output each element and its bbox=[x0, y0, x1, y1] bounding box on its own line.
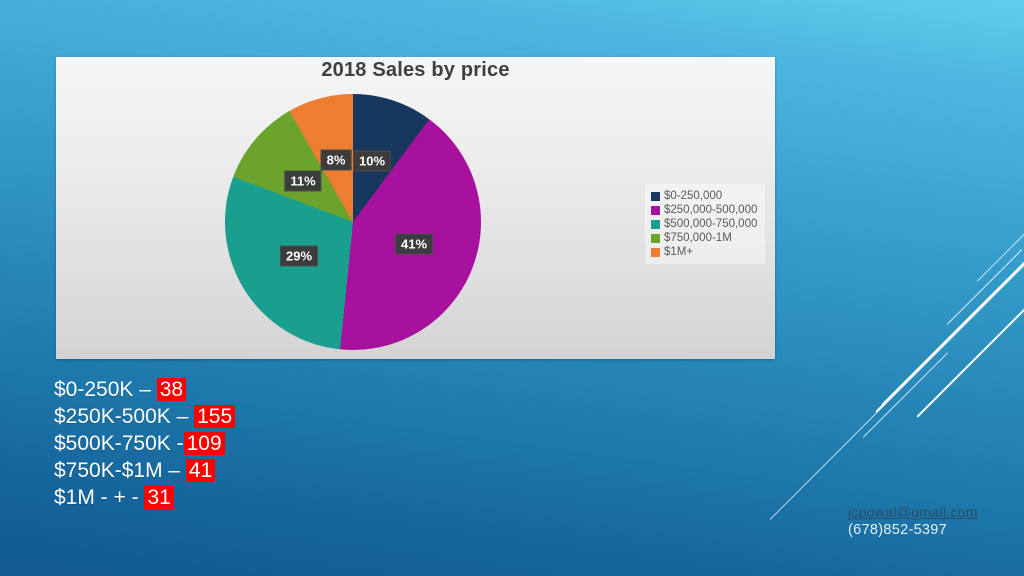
pie-label-500k-750k: 29% bbox=[279, 245, 319, 267]
pie-label-250k-500k: 41% bbox=[394, 233, 434, 255]
pie-chart bbox=[225, 94, 481, 350]
sales-count-annotations: $0-250K – 38 $250K-500K – 155 $500K-750K… bbox=[54, 376, 236, 511]
annotation-label: $500K-750K - bbox=[54, 432, 184, 455]
legend-swatch bbox=[651, 247, 660, 257]
legend-label: $250,000-500,000 bbox=[664, 204, 758, 216]
legend-item-750k-1m: $750,000-1M bbox=[651, 231, 757, 245]
annotation-label: $0-250K – bbox=[54, 378, 157, 401]
chart-legend: $0-250,000 $250,000-500,000 $500,000-750… bbox=[645, 184, 766, 264]
annotation-line-250k-500k: $250K-500K – 155 bbox=[54, 403, 236, 430]
annotation-line-1m-plus: $1M - + - 31 bbox=[54, 484, 235, 511]
annotation-line-0-250k: $0-250K – 38 bbox=[54, 376, 235, 403]
pie-label-1m-plus: 8% bbox=[320, 149, 352, 171]
email-link[interactable]: jcpowal@gmail.com bbox=[848, 504, 978, 520]
annotation-value-highlight: 31 bbox=[144, 486, 174, 509]
annotation-line-750k-1m: $750K-$1M – 41 bbox=[54, 457, 235, 484]
diagonal-line bbox=[946, 249, 1023, 325]
diagonal-line bbox=[875, 227, 1024, 413]
annotation-label: $750K-$1M – bbox=[54, 459, 186, 482]
annotation-line-500k-750k: $500K-750K -109 bbox=[54, 430, 235, 457]
pie-label-750k-1m: 11% bbox=[284, 170, 322, 192]
diagonal-line bbox=[881, 234, 1024, 406]
legend-label: $0-250,000 bbox=[664, 190, 723, 202]
annotation-value-highlight: 38 bbox=[156, 378, 187, 401]
diagonal-line bbox=[769, 263, 1024, 520]
diagonal-line bbox=[889, 290, 997, 397]
annotation-label: $1M - + - bbox=[54, 486, 145, 509]
phone-number: (678)852-5397 bbox=[848, 522, 948, 538]
annotation-value-highlight: 41 bbox=[185, 459, 216, 482]
diagonal-line bbox=[976, 231, 1024, 282]
chart-panel: 2018 Sales by price 10% 41% 29% 11% 8% $… bbox=[56, 57, 775, 359]
annotation-label: $250K-500K – bbox=[54, 405, 195, 428]
contact-block: jcpowal@gmail.com (678)852-5397 bbox=[848, 503, 978, 539]
diagonal-line bbox=[862, 352, 949, 438]
legend-swatch bbox=[651, 191, 660, 201]
pie-label-0-250k: 10% bbox=[352, 150, 392, 172]
legend-item-500k-750k: $500,000-750,000 bbox=[651, 217, 757, 231]
diagonal-line bbox=[916, 306, 1024, 418]
annotation-value-highlight: 109 bbox=[183, 432, 225, 455]
legend-label: $1M+ bbox=[664, 246, 694, 258]
legend-item-1m-plus: $1M+ bbox=[651, 245, 757, 259]
legend-swatch bbox=[651, 233, 660, 243]
annotation-value-highlight: 155 bbox=[194, 405, 236, 428]
legend-label: $500,000-750,000 bbox=[664, 218, 758, 230]
chart-title: 2018 Sales by price bbox=[321, 59, 510, 81]
legend-swatch bbox=[651, 219, 660, 229]
legend-label: $750,000-1M bbox=[664, 232, 732, 244]
legend-swatch bbox=[651, 205, 660, 215]
legend-item-250k-500k: $250,000-500,000 bbox=[651, 203, 757, 217]
legend-item-0-250k: $0-250,000 bbox=[651, 189, 757, 203]
